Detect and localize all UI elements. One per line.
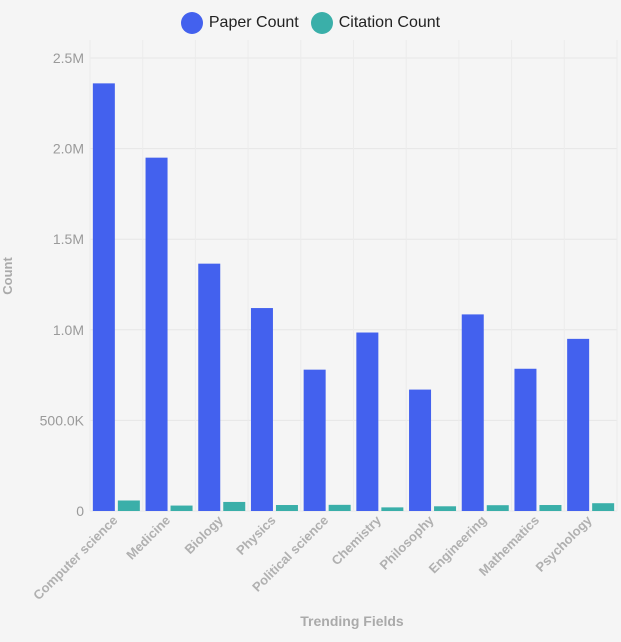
legend-swatch-paper-count — [180, 12, 203, 34]
y-axis-title: Count — [0, 257, 15, 295]
legend-label-citation-count: Citation Count — [338, 14, 441, 31]
bar-paper-count[interactable] — [514, 368, 537, 511]
legend-swatch-citation-count — [310, 12, 333, 34]
x-tick-label: Psychology — [533, 512, 596, 575]
x-tick-label: Computer science — [30, 513, 120, 603]
bar-paper-count[interactable] — [250, 308, 273, 511]
bar-citation-count[interactable] — [486, 505, 509, 511]
bar-paper-count[interactable] — [145, 157, 168, 511]
x-axis-ticks: Computer science Medicine Biology PhysicsPo… — [30, 512, 595, 603]
bar-citation-count[interactable] — [117, 500, 140, 511]
bar-citation-count[interactable] — [434, 506, 457, 511]
bar-layer — [92, 83, 615, 512]
y-tick-label: 500.0K — [40, 412, 85, 428]
bar-paper-count[interactable] — [92, 83, 115, 512]
y-tick-label: 2.0M — [53, 141, 84, 157]
x-axis-title: Trending Fields — [300, 613, 404, 629]
bar-paper-count[interactable] — [409, 389, 432, 511]
bar-paper-count[interactable] — [198, 263, 221, 511]
bar-paper-count[interactable] — [356, 332, 379, 511]
legend: Paper Count Citation Count — [0, 12, 621, 34]
grid-layer — [89, 40, 618, 512]
bar-citation-count[interactable] — [170, 505, 193, 511]
legend-item-paper-count[interactable]: Paper Count — [180, 12, 299, 34]
bar-citation-count[interactable] — [592, 503, 615, 511]
y-tick-label: 2.5M — [53, 50, 84, 66]
x-tick-label: Chemistry — [328, 512, 384, 568]
y-tick-label: 1.0M — [53, 322, 84, 338]
bar-citation-count[interactable] — [275, 505, 298, 511]
x-tick-label: Biology — [182, 512, 227, 557]
bar-citation-count[interactable] — [539, 505, 562, 511]
bar-paper-count[interactable] — [567, 338, 590, 511]
bar-paper-count[interactable] — [303, 369, 326, 511]
y-tick-label: 1.5M — [53, 231, 84, 247]
bar-citation-count[interactable] — [223, 501, 246, 511]
legend-label-paper-count: Paper Count — [208, 14, 299, 31]
bar-citation-count[interactable] — [328, 504, 351, 511]
y-tick-label: 0 — [76, 503, 84, 519]
x-tick-label: Medicine — [123, 513, 173, 563]
bar-paper-count[interactable] — [461, 314, 484, 511]
y-axis-ticks: 0 500.0K 1.0M 1.5M 2.0M 2.5M — [40, 50, 85, 519]
legend-item-citation-count[interactable]: Citation Count — [310, 12, 441, 34]
x-tick-label: Physics — [233, 513, 278, 558]
bar-citation-count[interactable] — [381, 507, 404, 511]
